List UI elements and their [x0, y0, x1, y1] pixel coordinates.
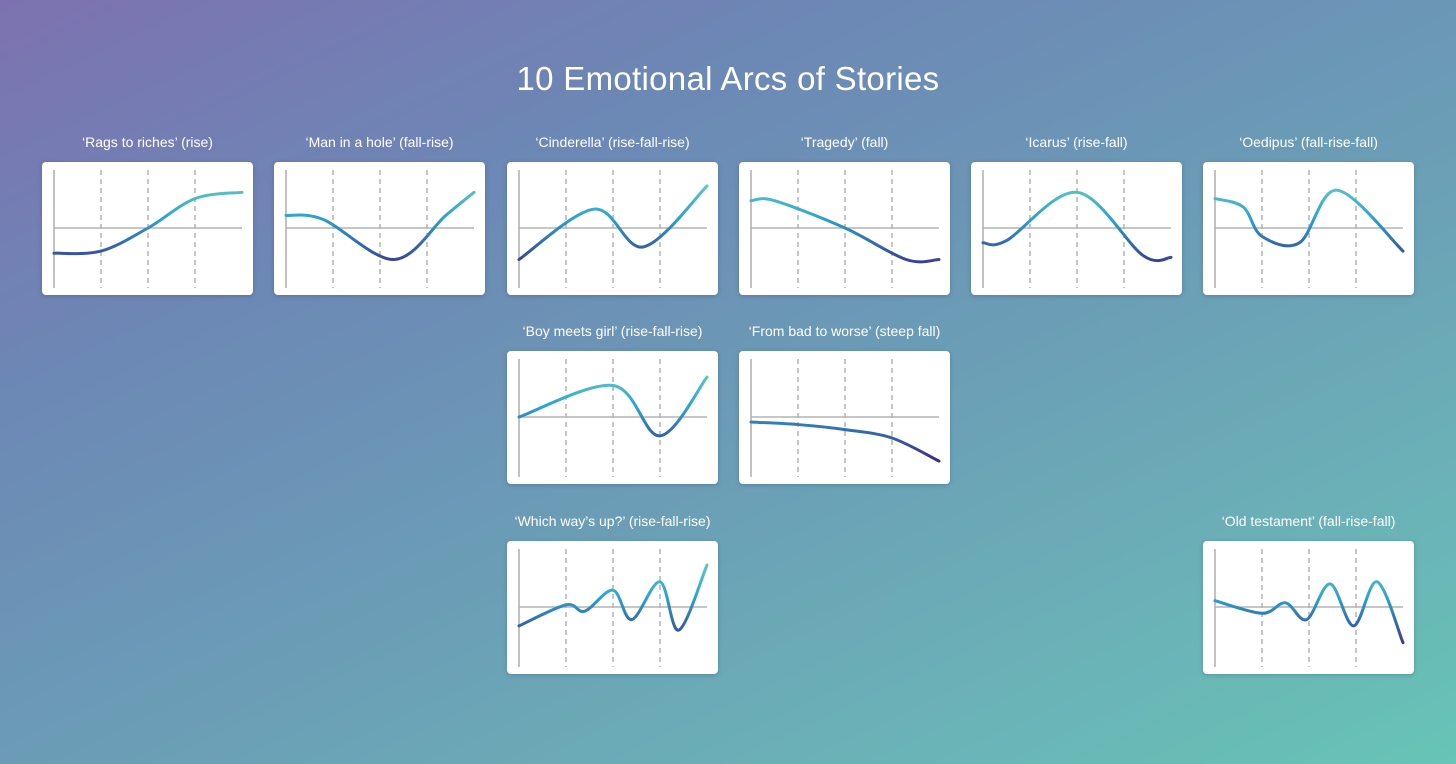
arc-label: ‘Icarus’ (rise-fall) — [1025, 134, 1128, 150]
arc-label: ‘Cinderella’ (rise-fall-rise) — [535, 134, 690, 150]
arc-card — [971, 162, 1182, 295]
emotional-arc-line — [981, 190, 1173, 263]
arc-chart — [517, 549, 709, 667]
arc-chart — [1213, 170, 1405, 288]
arc-chart — [749, 170, 941, 288]
arc-card — [507, 162, 718, 295]
arc-label: ‘From bad to worse’ (steep fall) — [748, 323, 941, 339]
arc-card — [274, 162, 485, 295]
arc-label: ‘Oedipus’ (fall-rise-fall) — [1239, 134, 1378, 150]
arc-card — [507, 351, 718, 484]
emotional-arc-line — [749, 420, 941, 463]
arc-label: ‘Tragedy’ (fall) — [800, 134, 889, 150]
arc-chart — [1213, 549, 1405, 667]
emotional-arc-line — [52, 190, 244, 256]
arc-chart — [517, 359, 709, 477]
emotional-arc-line — [517, 184, 709, 261]
arc-chart — [749, 359, 941, 477]
emotional-arc-line — [1213, 580, 1405, 645]
arc-card — [1203, 162, 1414, 295]
arc-card — [42, 162, 253, 295]
arc-chart — [52, 170, 244, 288]
emotional-arc-line — [517, 563, 709, 632]
emotional-arc-line — [517, 375, 709, 438]
arc-card — [507, 541, 718, 674]
arc-chart — [981, 170, 1173, 288]
arc-chart — [284, 170, 476, 288]
emotional-arc-line — [749, 197, 941, 264]
emotional-arc-line — [284, 190, 476, 262]
arc-label: ‘Old testament’ (fall-rise-fall) — [1221, 513, 1396, 529]
arc-card — [1203, 541, 1414, 674]
arc-card — [739, 351, 950, 484]
page-title: 10 Emotional Arcs of Stories — [516, 60, 940, 97]
arc-label: ‘Which way’s up?’ (rise-fall-rise) — [514, 513, 711, 529]
arc-label: ‘Boy meets girl’ (rise-fall-rise) — [522, 323, 703, 339]
arc-label: ‘Man in a hole’ (fall-rise) — [305, 134, 454, 150]
arc-card — [739, 162, 950, 295]
arc-chart — [517, 170, 709, 288]
emotional-arc-line — [1213, 188, 1405, 253]
arc-label: ‘Rags to riches’ (rise) — [82, 134, 213, 150]
